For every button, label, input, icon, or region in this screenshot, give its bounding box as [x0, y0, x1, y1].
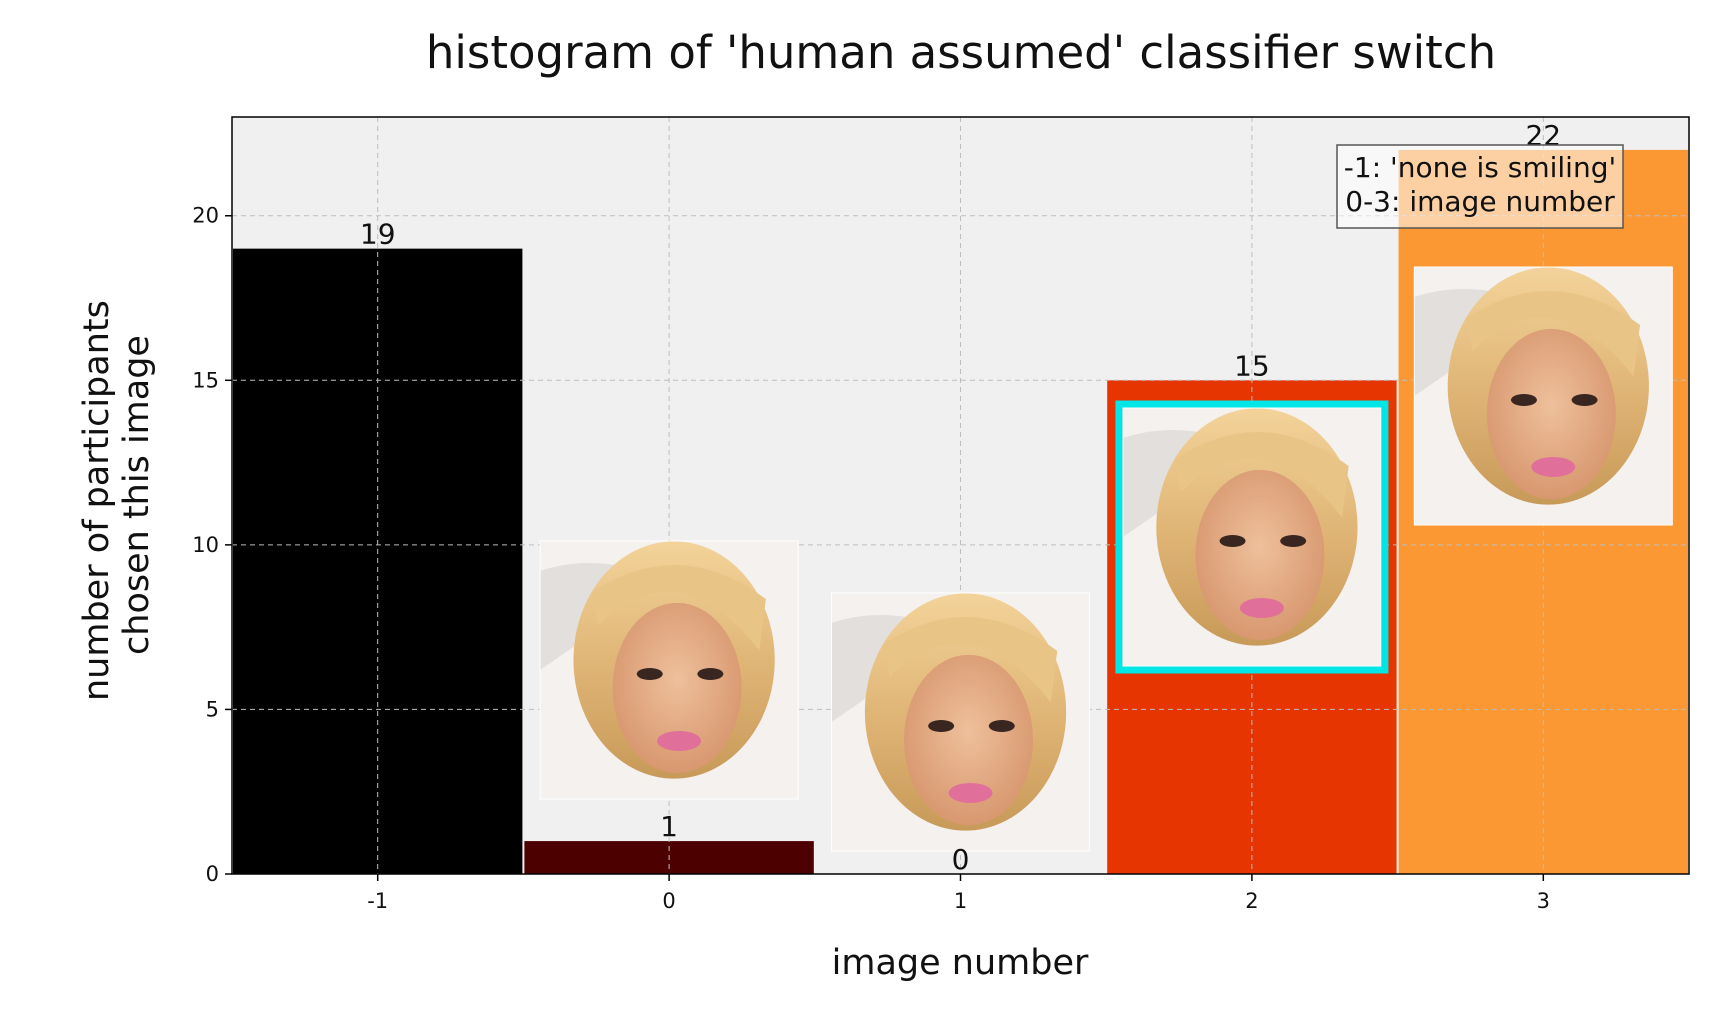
- thumb-lips: [657, 730, 702, 751]
- legend-line-1: -1: 'none is smiling': [1344, 151, 1616, 184]
- thumb-bangs: [591, 565, 766, 651]
- thumbnail-image-2: [1122, 407, 1382, 667]
- thumb-edge: [1122, 407, 1382, 667]
- y-axis-label-line-1: number of participants: [77, 300, 117, 701]
- y-tick-label-10: 10: [192, 533, 219, 557]
- data-label--1: 19: [360, 218, 396, 251]
- highlight-frame-2: [1115, 400, 1389, 674]
- legend-line-2: 0-3: image number: [1345, 185, 1615, 218]
- x-tick-label-1: 1: [954, 889, 967, 913]
- x-tick-label-0: 0: [662, 889, 675, 913]
- thumb-lips: [948, 782, 993, 803]
- y-tick-label-0: 0: [206, 862, 219, 886]
- data-label-2: 15: [1234, 349, 1270, 382]
- thumb-right-eye: [697, 668, 724, 680]
- thumb-lips: [1239, 597, 1284, 618]
- x-tick-label--1: -1: [367, 889, 388, 913]
- thumb-right-eye: [988, 720, 1015, 732]
- x-tick-label-3: 3: [1537, 889, 1550, 913]
- thumb-left-eye: [1219, 535, 1246, 547]
- thumb-edge: [1413, 266, 1673, 526]
- thumb-bangs: [883, 617, 1058, 703]
- thumb-left-eye: [1510, 394, 1537, 406]
- thumb-right-eye: [1571, 394, 1598, 406]
- thumb-bangs: [1174, 432, 1349, 518]
- thumb-left-eye: [636, 668, 663, 680]
- thumb-edge: [831, 592, 1090, 852]
- chart-title: histogram of 'human assumed' classifier …: [426, 26, 1496, 79]
- y-tick-label-15: 15: [192, 368, 219, 392]
- y-tick-label-5: 5: [206, 697, 219, 721]
- x-axis-label: image number: [832, 943, 1089, 983]
- thumb-lips: [1531, 456, 1576, 477]
- thumb-left-eye: [928, 720, 955, 732]
- thumbnail-image-3: [1413, 266, 1673, 526]
- thumb-face: [1195, 469, 1325, 641]
- thumb-face: [904, 654, 1033, 826]
- data-label-1: 0: [952, 843, 970, 876]
- thumbnail-image-1: [831, 592, 1090, 852]
- y-axis-label: number of participants chosen this image: [77, 289, 157, 701]
- y-axis-label-line-2: chosen this image: [117, 335, 157, 655]
- thumbnail-image-0: [539, 540, 799, 800]
- legend-box: [1336, 144, 1624, 229]
- thumb-edge: [539, 540, 799, 800]
- thumb-right-eye: [1280, 535, 1307, 547]
- thumb-bangs: [1465, 291, 1641, 377]
- x-tick-label-2: 2: [1245, 889, 1258, 913]
- thumb-face: [1486, 328, 1616, 500]
- y-tick-label-20: 20: [192, 204, 219, 228]
- thumb-face: [612, 602, 742, 774]
- data-label-0: 1: [660, 810, 678, 843]
